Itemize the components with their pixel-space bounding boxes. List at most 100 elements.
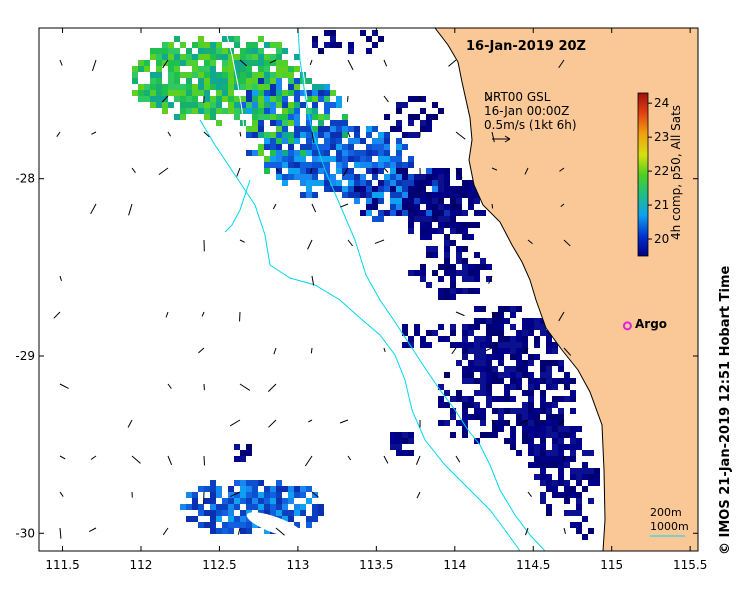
sst-pixel <box>420 342 426 348</box>
sst-pixel <box>330 120 336 126</box>
sst-pixel <box>342 186 348 192</box>
sst-pixel <box>150 84 156 90</box>
sst-pixel <box>384 156 390 162</box>
sst-pixel <box>426 222 432 228</box>
sst-pixel <box>468 186 474 192</box>
argo-marker-icon <box>622 321 632 331</box>
sst-pixel <box>246 150 252 156</box>
sst-pixel <box>228 504 234 510</box>
sst-pixel <box>306 522 312 528</box>
sst-pixel <box>408 342 414 348</box>
sst-pixel <box>312 102 318 108</box>
product-line-2: 16-Jan 00:00Z <box>484 104 569 118</box>
sst-pixel <box>546 486 552 492</box>
sst-pixel <box>306 96 312 102</box>
sst-pixel <box>258 492 264 498</box>
sst-pixel <box>396 168 402 174</box>
sst-pixel <box>252 132 258 138</box>
sst-pixel <box>372 138 378 144</box>
sst-pixel <box>288 108 294 114</box>
sst-pixel <box>372 216 378 222</box>
sst-pixel <box>390 204 396 210</box>
sst-pixel <box>210 102 216 108</box>
sst-pixel <box>474 408 480 414</box>
sst-pixel <box>588 450 594 456</box>
sst-pixel <box>390 168 396 174</box>
sst-pixel <box>270 114 276 120</box>
sst-pixel <box>396 102 402 108</box>
sst-pixel <box>156 96 162 102</box>
sst-pixel <box>276 78 282 84</box>
current-vector <box>347 239 354 247</box>
current-vector <box>558 59 565 69</box>
sst-pixel <box>150 90 156 96</box>
sst-pixel <box>246 60 252 66</box>
sst-pixel <box>288 510 294 516</box>
sst-pixel <box>522 324 528 330</box>
sst-pixel <box>252 72 258 78</box>
sst-pixel <box>462 414 468 420</box>
sst-pixel <box>168 90 174 96</box>
sst-pixel <box>522 414 528 420</box>
sst-pixel <box>486 390 492 396</box>
sst-pixel <box>474 210 480 216</box>
sst-pixel <box>372 186 378 192</box>
sst-pixel <box>210 498 216 504</box>
sst-pixel <box>432 210 438 216</box>
sst-pixel <box>408 120 414 126</box>
sst-pixel <box>510 342 516 348</box>
sst-pixel <box>534 414 540 420</box>
sst-pixel <box>462 186 468 192</box>
sst-pixel <box>276 120 282 126</box>
sst-pixel <box>420 126 426 132</box>
current-vector <box>485 95 493 102</box>
sst-pixel <box>294 486 300 492</box>
sst-pixel <box>312 90 318 96</box>
sst-pixel <box>378 138 384 144</box>
sst-pixel <box>270 156 276 162</box>
sst-pixel <box>336 120 342 126</box>
sst-pixel <box>336 168 342 174</box>
plot-frame <box>38 27 699 552</box>
sst-pixel <box>246 54 252 60</box>
lat-tick-label: -28 <box>15 172 35 186</box>
sst-pixel <box>282 180 288 186</box>
sst-pixel <box>408 114 414 120</box>
sst-pixel <box>276 72 282 78</box>
colorbar-tick-label: 22 <box>654 164 669 178</box>
sst-pixel <box>504 342 510 348</box>
sst-pixel <box>192 498 198 504</box>
current-vector <box>491 311 496 318</box>
sst-pixel <box>408 216 414 222</box>
sst-pixel <box>294 126 300 132</box>
sst-pixel <box>570 408 576 414</box>
sst-pixel <box>474 270 480 276</box>
sst-pixel <box>396 186 402 192</box>
sst-pixel <box>456 288 462 294</box>
sst-pixel <box>156 72 162 78</box>
sst-pixel <box>468 366 474 372</box>
sst-pixel <box>324 156 330 162</box>
sst-pixel <box>252 96 258 102</box>
sst-pixel <box>468 234 474 240</box>
sst-pixel <box>564 396 570 402</box>
sst-pixel <box>330 156 336 162</box>
sst-pixel <box>252 480 258 486</box>
sst-pixel <box>432 228 438 234</box>
sst-pixel <box>318 180 324 186</box>
sst-pixel <box>366 132 372 138</box>
sst-pixel <box>426 204 432 210</box>
sst-pixel <box>528 426 534 432</box>
sst-pixel <box>456 174 462 180</box>
sst-pixel <box>264 528 270 534</box>
sst-pixel <box>300 144 306 150</box>
sst-pixel <box>564 462 570 468</box>
sst-pixel <box>222 54 228 60</box>
colorbar-title: 4h comp, p50, All Sats <box>669 105 683 240</box>
sst-pixel <box>210 108 216 114</box>
sst-pixel <box>384 150 390 156</box>
sst-pixel <box>216 504 222 510</box>
sst-pixel <box>414 198 420 204</box>
sst-pixel <box>402 198 408 204</box>
sst-pixel <box>402 438 408 444</box>
